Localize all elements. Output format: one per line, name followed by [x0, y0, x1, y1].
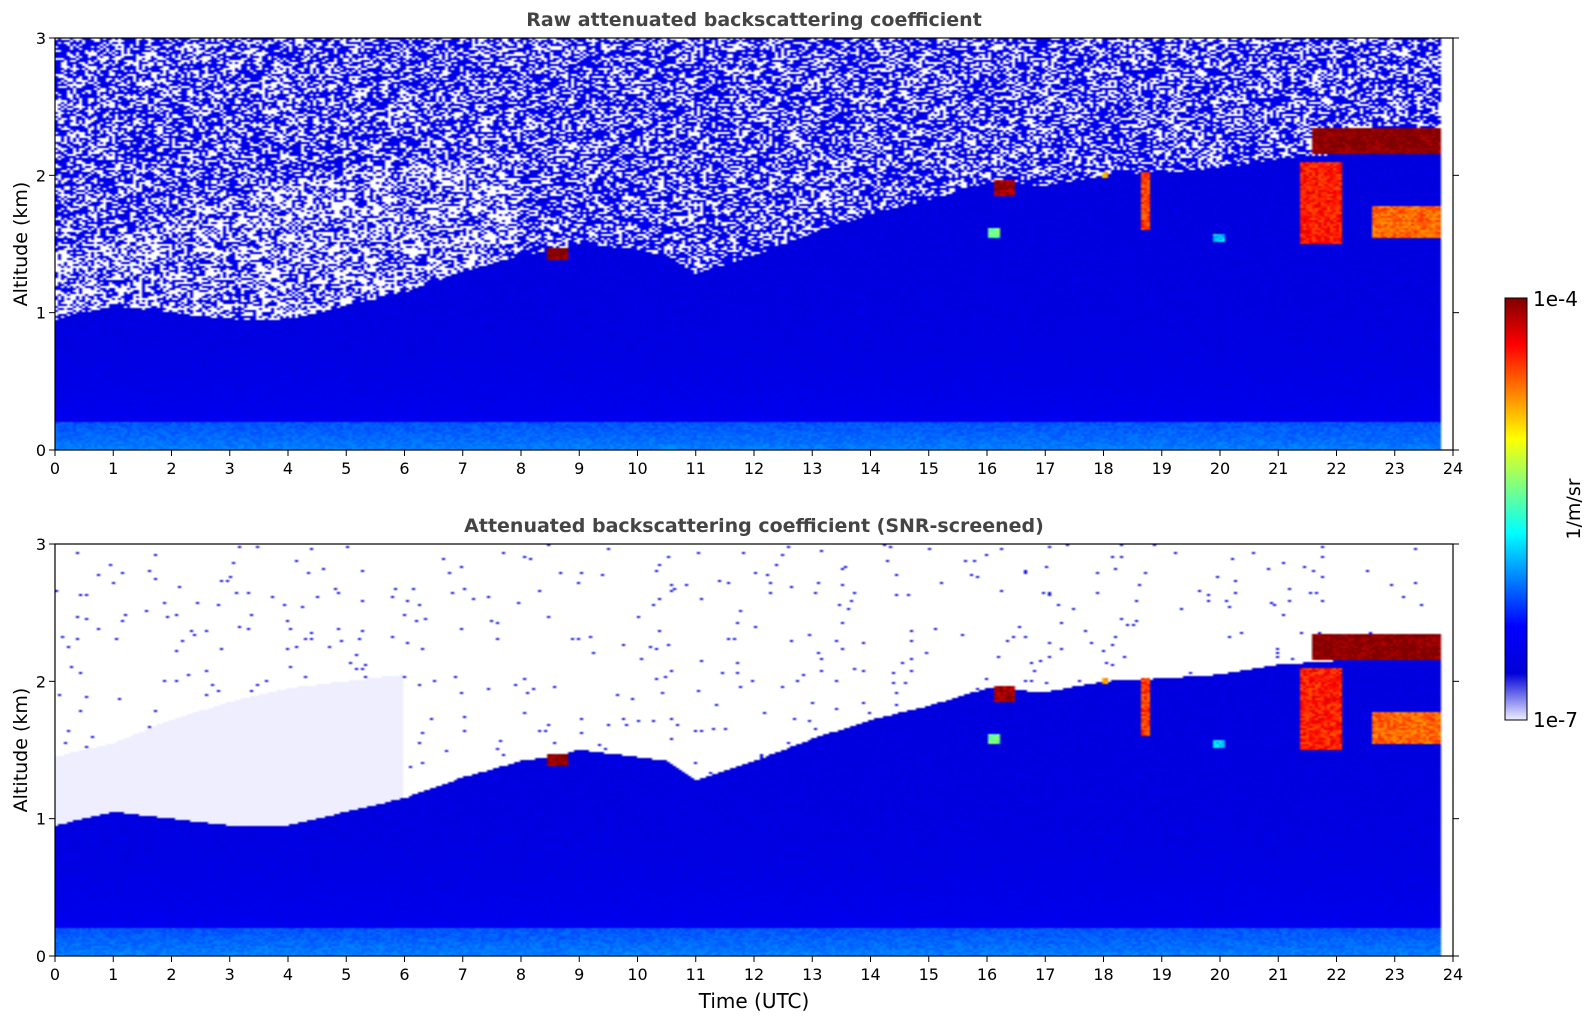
- x-tick-label: 15: [919, 459, 939, 478]
- heatmap-image: [55, 38, 1453, 450]
- x-tick-label: 23: [1385, 459, 1405, 478]
- x-tick-label: 1: [108, 459, 118, 478]
- x-tick-label: 20: [1210, 459, 1230, 478]
- x-tick-label: 1: [108, 965, 118, 984]
- x-tick-label: 11: [686, 965, 706, 984]
- x-tick-label: 5: [341, 459, 351, 478]
- x-tick-label: 22: [1326, 459, 1346, 478]
- x-tick-label: 19: [1152, 965, 1172, 984]
- panel-title: Raw attenuated backscattering coefficien…: [526, 9, 982, 31]
- x-tick-label: 16: [977, 459, 997, 478]
- x-tick-label: 10: [627, 459, 647, 478]
- x-tick-label: 24: [1443, 965, 1463, 984]
- x-tick-label: 20: [1210, 965, 1230, 984]
- x-tick-label: 17: [1035, 965, 1055, 984]
- x-tick-label: 2: [166, 459, 176, 478]
- x-tick-label: 4: [283, 965, 293, 984]
- y-tick-label: 1: [36, 810, 46, 829]
- x-tick-label: 8: [516, 459, 526, 478]
- y-tick-label: 3: [36, 535, 46, 554]
- x-tick-label: 7: [458, 459, 468, 478]
- x-axis: 0 1 2 3 4 5 6 7 8 9 10 11 12 13 14 15 16 17 18 19 20 21 22 23 24: [50, 450, 1463, 478]
- colorbar-units-label: 1/m/sr: [1563, 478, 1585, 539]
- x-tick-label: 14: [860, 965, 880, 984]
- y-tick-label: 3: [36, 29, 46, 48]
- x-axis: 0 1 2 3 4 5 6 7 8 9 10 11 12 13 14 15 16 17 18 19 20 21 22 23 24: [50, 956, 1463, 984]
- x-tick-label: 14: [860, 459, 880, 478]
- y-axis: 0 1 2 3: [36, 29, 1459, 460]
- y-tick-label: 1: [36, 304, 46, 323]
- panel-raw: Raw attenuated backscattering coefficien…: [10, 9, 1463, 478]
- y-axis: 0 1 2 3: [36, 535, 1459, 966]
- x-tick-label: 4: [283, 459, 293, 478]
- x-tick-label: 18: [1093, 965, 1113, 984]
- x-tick-label: 19: [1152, 459, 1172, 478]
- x-tick-label: 3: [225, 965, 235, 984]
- x-tick-label: 3: [225, 459, 235, 478]
- y-tick-label: 0: [36, 947, 46, 966]
- x-tick-label: 12: [744, 965, 764, 984]
- x-tick-label: 0: [50, 459, 60, 478]
- x-tick-label: 18: [1093, 459, 1113, 478]
- x-tick-label: 9: [574, 459, 584, 478]
- x-tick-label: 13: [802, 459, 822, 478]
- colorbar-max-label: 1e-4: [1533, 287, 1578, 311]
- colorbar-gradient: [1504, 297, 1528, 721]
- colorbar-min-label: 1e-7: [1533, 708, 1578, 732]
- x-tick-label: 11: [686, 459, 706, 478]
- colorbar: 1e-4 1e-7 1/m/sr: [1504, 287, 1585, 732]
- x-tick-label: 2: [166, 965, 176, 984]
- x-tick-label: 5: [341, 965, 351, 984]
- x-tick-label: 24: [1443, 459, 1463, 478]
- x-tick-label: 6: [399, 965, 409, 984]
- plot-area: [55, 38, 1453, 450]
- x-tick-label: 6: [399, 459, 409, 478]
- x-tick-label: 22: [1326, 965, 1346, 984]
- panel-title: Attenuated backscattering coefficient (S…: [464, 515, 1044, 537]
- x-tick-label: 16: [977, 965, 997, 984]
- y-axis-label: Altitude (km): [10, 182, 32, 307]
- x-tick-label: 7: [458, 965, 468, 984]
- x-tick-label: 0: [50, 965, 60, 984]
- x-axis-label: Time (UTC): [698, 989, 810, 1013]
- x-tick-label: 17: [1035, 459, 1055, 478]
- x-tick-label: 8: [516, 965, 526, 984]
- y-tick-label: 2: [36, 672, 46, 691]
- x-tick-label: 10: [627, 965, 647, 984]
- plot-area: [55, 544, 1453, 956]
- x-tick-label: 21: [1268, 965, 1288, 984]
- y-tick-label: 2: [36, 166, 46, 185]
- x-tick-label: 23: [1385, 965, 1405, 984]
- x-tick-label: 21: [1268, 459, 1288, 478]
- x-tick-label: 9: [574, 965, 584, 984]
- x-tick-label: 15: [919, 965, 939, 984]
- heatmap-image: [55, 544, 1453, 956]
- y-tick-label: 0: [36, 441, 46, 460]
- y-axis-label: Altitude (km): [10, 688, 32, 813]
- x-tick-label: 13: [802, 965, 822, 984]
- x-tick-label: 12: [744, 459, 764, 478]
- panel-screened: Attenuated backscattering coefficient (S…: [10, 515, 1463, 1013]
